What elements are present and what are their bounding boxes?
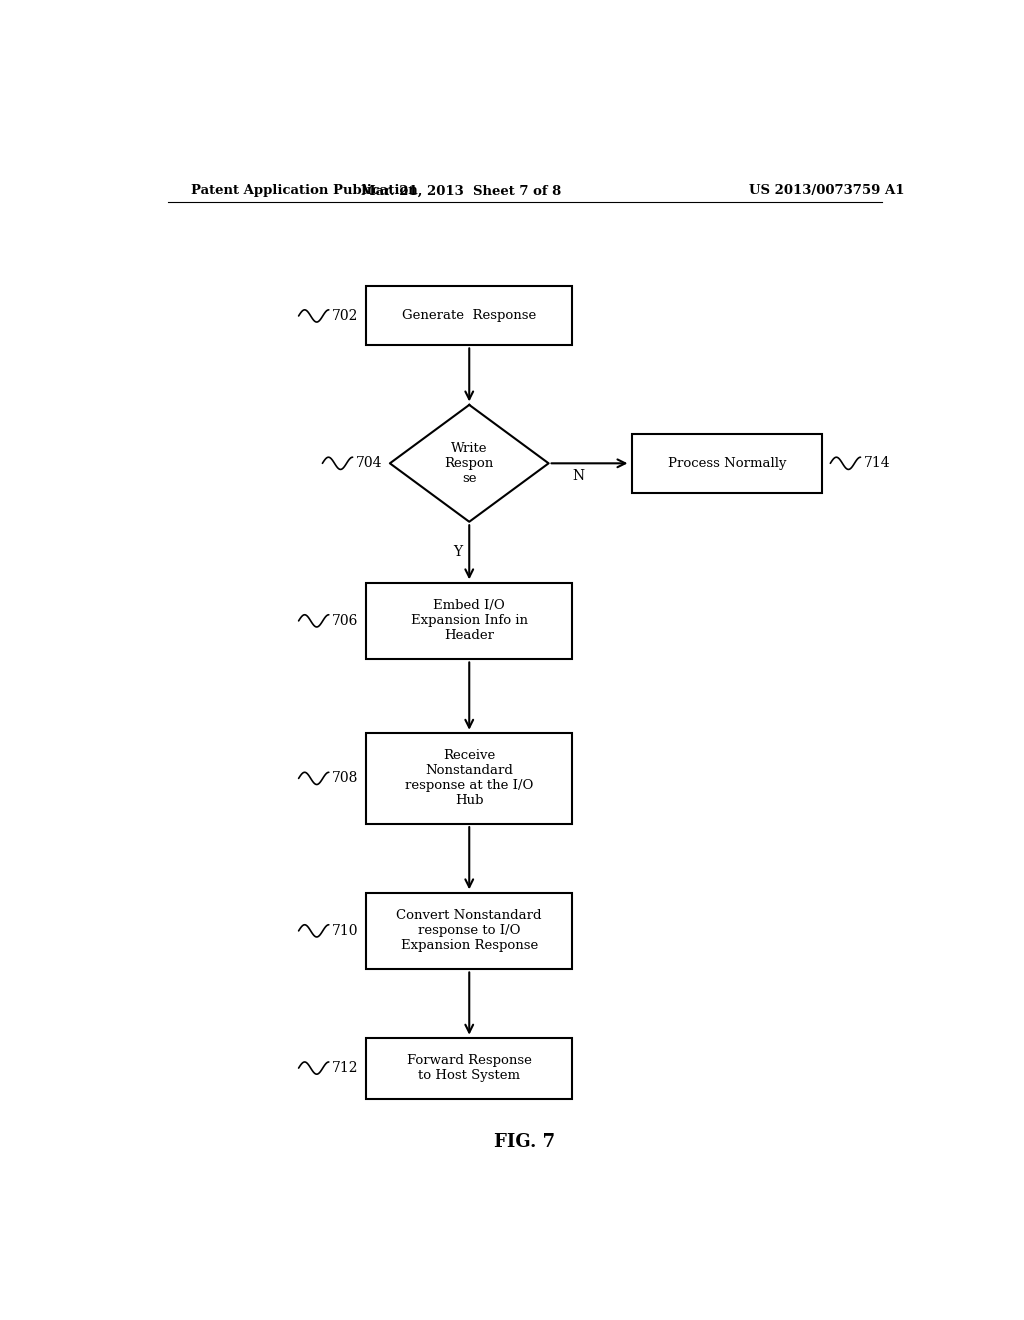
FancyBboxPatch shape	[367, 733, 572, 824]
Text: 712: 712	[332, 1061, 358, 1074]
Text: 710: 710	[332, 924, 358, 939]
FancyBboxPatch shape	[367, 582, 572, 659]
Text: Patent Application Publication: Patent Application Publication	[191, 185, 418, 198]
Text: 704: 704	[355, 457, 382, 470]
Text: 706: 706	[332, 614, 358, 628]
Text: Mar. 21, 2013  Sheet 7 of 8: Mar. 21, 2013 Sheet 7 of 8	[361, 185, 561, 198]
Text: 708: 708	[332, 771, 358, 785]
Text: US 2013/0073759 A1: US 2013/0073759 A1	[749, 185, 904, 198]
Text: Write
Respon
se: Write Respon se	[444, 442, 494, 484]
Text: Receive
Nonstandard
response at the I/O
Hub: Receive Nonstandard response at the I/O …	[406, 750, 534, 808]
Text: 702: 702	[332, 309, 358, 323]
Text: Process Normally: Process Normally	[668, 457, 786, 470]
FancyBboxPatch shape	[367, 892, 572, 969]
Text: Generate  Response: Generate Response	[402, 309, 537, 322]
Text: Embed I/O
Expansion Info in
Header: Embed I/O Expansion Info in Header	[411, 599, 527, 643]
Text: Forward Response
to Host System: Forward Response to Host System	[407, 1055, 531, 1082]
Text: Convert Nonstandard
response to I/O
Expansion Response: Convert Nonstandard response to I/O Expa…	[396, 909, 542, 952]
FancyBboxPatch shape	[367, 1038, 572, 1098]
Text: N: N	[572, 469, 584, 483]
Text: 714: 714	[863, 457, 890, 470]
FancyBboxPatch shape	[632, 434, 822, 492]
FancyBboxPatch shape	[367, 286, 572, 346]
Text: Y: Y	[453, 545, 462, 558]
Text: FIG. 7: FIG. 7	[495, 1134, 555, 1151]
Polygon shape	[390, 405, 549, 521]
